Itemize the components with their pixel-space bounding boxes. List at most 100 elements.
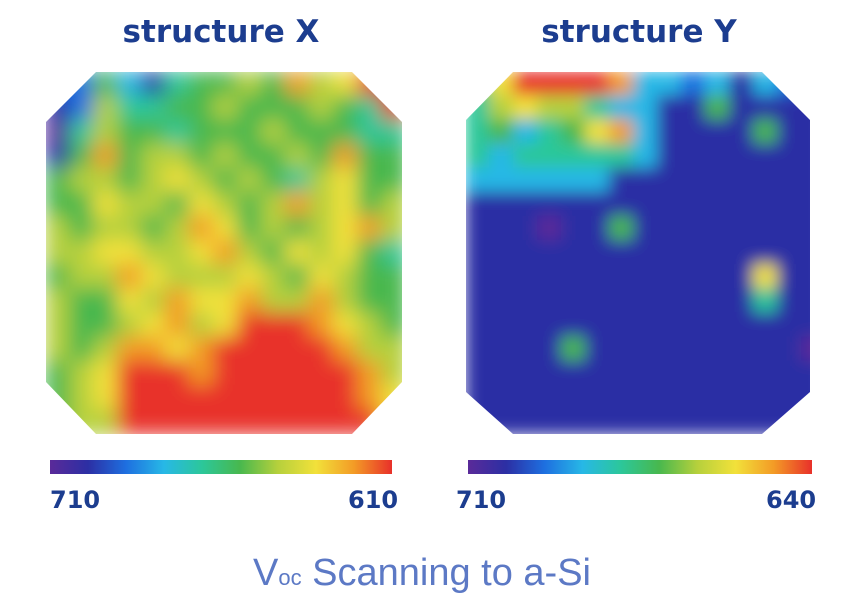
heatmap-cell: [141, 288, 167, 315]
heatmap-cell: [585, 143, 611, 170]
heatmap-cell: [46, 336, 71, 363]
heatmap-cell: [69, 119, 95, 146]
heatmap-cell: [777, 143, 803, 170]
heatmap-cell: [357, 143, 383, 170]
heatmap-cell: [213, 264, 239, 291]
heatmap-cell: [657, 408, 683, 434]
heatmap-cell: [705, 336, 731, 363]
heatmap-cell: [489, 360, 515, 387]
heatmap-cell: [705, 167, 731, 194]
heatmap-cell: [657, 72, 683, 98]
heatmap-cell: [357, 191, 383, 218]
heatmap-cell: [705, 215, 731, 242]
heatmap-cell: [141, 408, 167, 434]
heatmap-cell: [333, 119, 359, 146]
heatmap-cell: [705, 288, 731, 315]
heatmap-cell: [561, 239, 587, 267]
heatmap-cell: [466, 95, 491, 122]
heatmap-cell: [333, 384, 359, 411]
heatmap-cell: [46, 239, 71, 267]
heatmap-cell: [213, 384, 239, 411]
panel-title-structure-x: structure X: [122, 14, 320, 50]
heatmap-cell: [165, 191, 191, 218]
heatmap-cell: [753, 408, 779, 434]
caption-text: Scanning to a-Si: [301, 552, 591, 594]
heatmap-cell: [213, 95, 239, 122]
heatmap-cell: [561, 360, 587, 387]
heatmap-cell: [213, 312, 239, 339]
heatmap-cell: [237, 239, 263, 267]
heatmap-cell: [93, 288, 119, 315]
heatmap-cell: [165, 95, 191, 122]
heatmap-cell: [189, 95, 215, 122]
heatmap-cell: [801, 384, 810, 411]
heatmap-cell: [93, 95, 119, 122]
heatmap-cell: [69, 215, 95, 242]
heatmap-cell: [561, 72, 587, 98]
heatmap-cell: [93, 215, 119, 242]
heatmap-cell: [513, 336, 539, 363]
heatmap-cell: [561, 288, 587, 315]
heatmap-cell: [141, 95, 167, 122]
heatmap-cell: [657, 288, 683, 315]
heatmap-cell: [561, 143, 587, 170]
heatmap-cell: [585, 72, 611, 98]
heatmap-cell: [705, 239, 731, 267]
heatmap-cell: [381, 95, 402, 122]
heatmap-cell: [261, 312, 287, 339]
heatmap-cell: [261, 191, 287, 218]
heatmap-cell: [285, 239, 311, 267]
heatmap-cell: [213, 191, 239, 218]
heatmap-cell: [705, 408, 731, 434]
heatmap-cell: [117, 215, 143, 242]
figure-caption: Voc Scanning to a-Si: [0, 552, 844, 595]
heatmap-cell: [705, 72, 731, 98]
heatmap-cell: [585, 288, 611, 315]
heatmap-cell: [657, 191, 683, 218]
heatmap-cell: [333, 215, 359, 242]
colorbar-y-max-label: 640: [766, 486, 817, 514]
heatmap-cell: [609, 408, 635, 434]
heatmap-cell: [585, 384, 611, 411]
colorbar-y-min-label: 710: [456, 486, 507, 514]
heatmap-cell: [801, 336, 810, 363]
heatmap-cell: [46, 95, 71, 122]
heatmap-cell: [46, 143, 71, 170]
heatmap-cell: [93, 143, 119, 170]
heatmap-cell: [46, 312, 71, 339]
heatmap-cell: [561, 408, 587, 434]
heatmap-cell: [513, 264, 539, 291]
heatmap-cell: [237, 288, 263, 315]
heatmap-cell: [466, 143, 491, 170]
heatmap-cell: [609, 288, 635, 315]
heatmap-cell: [537, 312, 563, 339]
heatmap-cell: [681, 360, 707, 387]
heatmap-cell: [357, 239, 383, 267]
heatmap-cell: [309, 95, 335, 122]
heatmap-cell: [333, 143, 359, 170]
heatmap-cell: [681, 336, 707, 363]
heatmap-cell: [333, 95, 359, 122]
heatmap-cell: [309, 408, 335, 434]
heatmap-cell: [117, 408, 143, 434]
heatmap-cell: [69, 360, 95, 387]
heatmap-cell: [537, 95, 563, 122]
heatmap-cell: [753, 360, 779, 387]
heatmap-cell: [489, 215, 515, 242]
colorbar-x-max-label: 610: [348, 486, 399, 514]
heatmap-cell: [777, 95, 803, 122]
heatmap-cell: [285, 336, 311, 363]
heatmap-cell: [777, 312, 803, 339]
heatmap-cell: [729, 264, 755, 291]
heatmap-cell: [466, 191, 491, 218]
heatmap-cell: [69, 336, 95, 363]
heatmap-cell: [657, 312, 683, 339]
heatmap-cell: [489, 408, 515, 434]
heatmap-cell: [261, 360, 287, 387]
heatmap-cell: [261, 288, 287, 315]
heatmap-cell: [285, 264, 311, 291]
heatmap-cell: [117, 312, 143, 339]
colorbar-structure-x: [50, 460, 392, 474]
heatmap-cell: [801, 119, 810, 146]
heatmap-cell: [513, 288, 539, 315]
